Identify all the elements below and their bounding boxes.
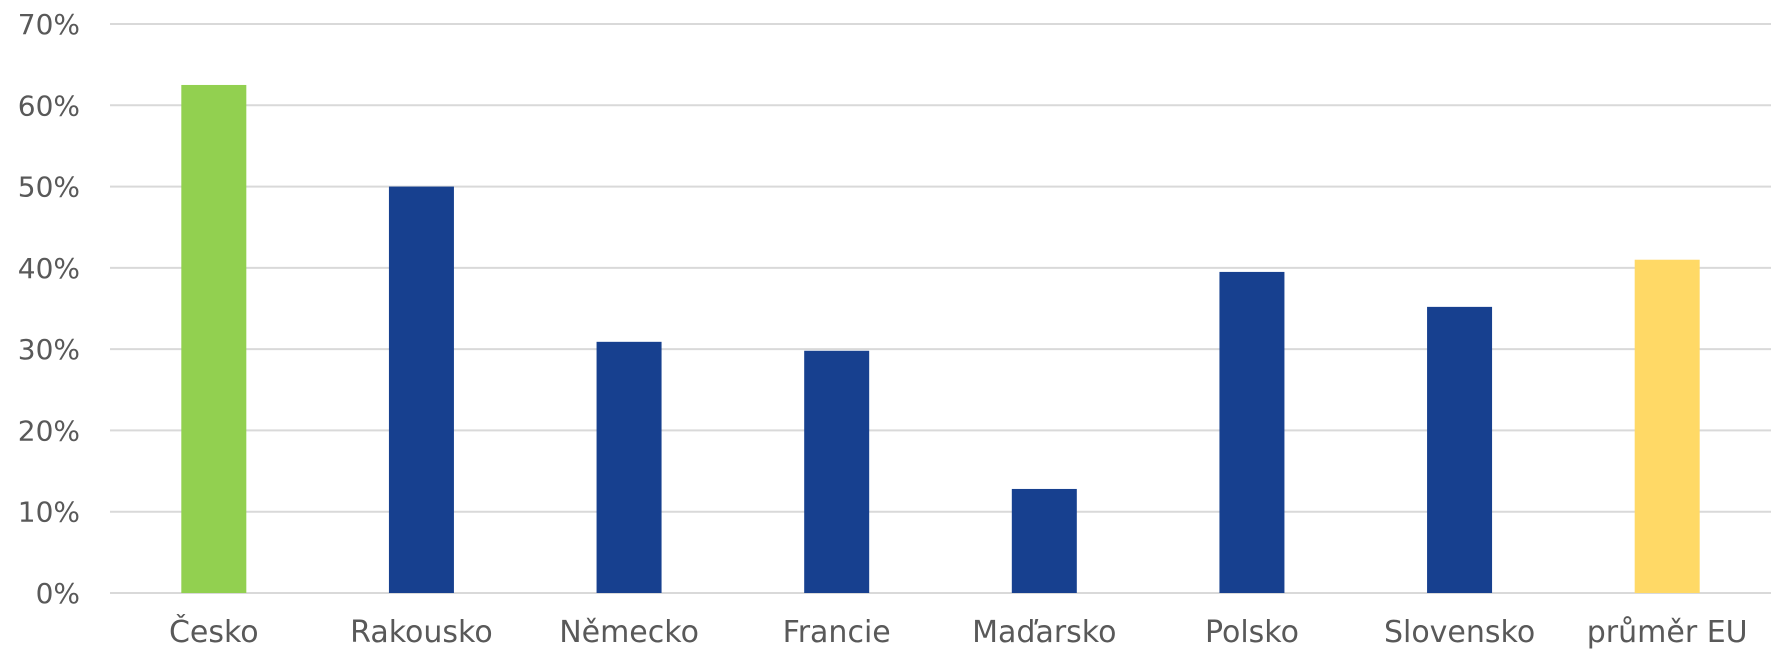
bars bbox=[181, 84, 1700, 594]
y-tick-label: 20% bbox=[18, 414, 80, 447]
y-tick-label: 70% bbox=[18, 8, 80, 41]
x-category-label: Slovensko bbox=[1384, 615, 1535, 650]
bar bbox=[804, 350, 870, 593]
x-category-label: Maďarsko bbox=[972, 615, 1116, 650]
bar bbox=[388, 186, 454, 594]
y-tick-label: 10% bbox=[18, 496, 80, 529]
bar bbox=[1011, 488, 1077, 593]
x-category-label: Francie bbox=[783, 615, 891, 650]
bar bbox=[1219, 271, 1285, 593]
bar bbox=[1634, 259, 1700, 593]
x-category-label: Německo bbox=[559, 615, 699, 650]
y-tick-label: 60% bbox=[18, 89, 80, 122]
y-tick-label: 0% bbox=[36, 577, 80, 610]
y-tick-label: 50% bbox=[18, 171, 80, 204]
bar bbox=[181, 84, 247, 593]
x-category-label: Polsko bbox=[1205, 615, 1299, 650]
y-axis-tick-labels: 0% 10% 20% 30% 40% 50% 60% 70% bbox=[18, 8, 80, 610]
x-axis-category-labels: Česko Rakousko Německo Francie Maďarsko Polsk… bbox=[169, 613, 1748, 650]
gridlines bbox=[110, 23, 1771, 594]
bar bbox=[1427, 306, 1493, 593]
x-category-label: průměr EU bbox=[1587, 615, 1748, 650]
y-tick-label: 40% bbox=[18, 252, 80, 285]
bar bbox=[596, 341, 662, 593]
y-tick-label: 30% bbox=[18, 333, 80, 366]
x-category-label: Rakousko bbox=[350, 615, 493, 650]
x-category-label: Česko bbox=[169, 613, 259, 650]
